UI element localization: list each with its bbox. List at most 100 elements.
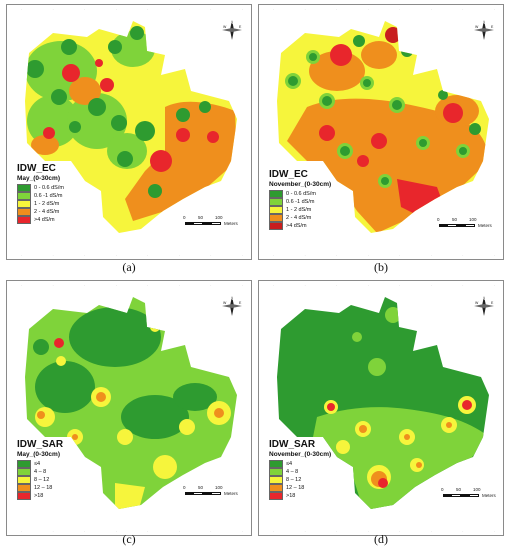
legend-item: 12 – 18: [17, 484, 63, 492]
legend-label: 1 - 2 dS/m: [34, 201, 60, 207]
legend-item: 8 – 12: [269, 476, 331, 484]
legend-swatch: [17, 184, 31, 192]
top-coordinate-ticks: · · · · · · · ·: [21, 7, 243, 11]
salinity-map-b: [277, 21, 489, 233]
legend-swatch: [269, 468, 283, 476]
map-frame: · · · · · · · · · · · · · · · ·: [258, 4, 504, 260]
legend: IDW_EC November_(0-30cm) 0 - 0.6 dS/m 0.…: [269, 169, 331, 230]
legend-title: IDW_SAR: [17, 439, 64, 450]
scale-bar: 0 50 100 Meters: [183, 215, 238, 226]
legend: IDW_SAR November_(0-30cm) ≤4 4 – 8 8 – 1…: [269, 439, 331, 500]
scale-bar: 0 50 100 Meters: [441, 487, 496, 498]
top-coordinate-ticks: · · · · · · · ·: [273, 7, 495, 11]
bottom-coordinate-ticks: · · · · · · · ·: [21, 529, 243, 533]
legend-swatch: [269, 476, 283, 484]
legend-item: 0 - 0.6 dS/m: [269, 190, 331, 198]
svg-text:E: E: [491, 25, 494, 29]
legend-swatch: [269, 222, 283, 230]
north-arrow-icon: N W E: [474, 296, 494, 316]
map-frame: · · · · · · · · · · · · · · · ·: [6, 280, 252, 536]
svg-text:N: N: [231, 21, 234, 25]
legend-item: >18: [269, 492, 331, 500]
map-frame: · · · · · · · · · · · · · · · ·: [6, 4, 252, 260]
legend-subtitle: May_(0-30cm): [17, 175, 60, 182]
legend-swatch: [17, 468, 31, 476]
legend-label: >18: [34, 493, 44, 499]
legend-label: 0 - 0.6 dS/m: [286, 191, 316, 197]
legend-item: 8 – 12: [17, 476, 63, 484]
legend: IDW_EC May_(0-30cm) 0 - 0.6 dS/m 0.6 -1 …: [17, 163, 64, 224]
legend-label: 1 - 2 dS/m: [286, 207, 312, 213]
legend-label: 8 – 12: [34, 477, 50, 483]
legend-swatch: [269, 198, 283, 206]
legend-item: >18: [17, 492, 63, 500]
legend-item: 4 – 8: [269, 468, 331, 476]
salinity-map-a: [25, 21, 237, 233]
legend-subtitle: November_(0-30cm): [269, 181, 332, 188]
svg-text:W: W: [223, 25, 227, 29]
legend-item: 1 - 2 dS/m: [17, 200, 64, 208]
legend-swatch: [269, 190, 283, 198]
legend-subtitle: May_(0-30cm): [17, 451, 60, 458]
svg-text:W: W: [475, 25, 479, 29]
panel-label: (d): [374, 532, 388, 546]
scale-bar: 0 50 100 Meters: [437, 217, 492, 228]
legend-item: 1 - 2 dS/m: [269, 206, 331, 214]
legend-item: 0.6 -1 dS/m: [17, 192, 64, 200]
legend-item: 2 - 4 dS/m: [269, 214, 331, 222]
top-coordinate-ticks: · · · · · · · ·: [21, 283, 243, 287]
map-panel-c: · · · · · · · · · · · · · · · ·: [6, 280, 252, 546]
legend-subtitle: November_(0-30cm): [269, 451, 332, 458]
sar-map-d: [277, 297, 489, 509]
map-frame: · · · · · · · · · · · · · · · ·: [258, 280, 504, 536]
sar-map-c: [25, 297, 237, 509]
legend-item: 4 – 8: [17, 468, 63, 476]
legend-item: 0.6 -1 dS/m: [269, 198, 331, 206]
legend-swatch: [17, 208, 31, 216]
north-arrow-icon: N W E: [222, 296, 242, 316]
legend-swatch: [17, 476, 31, 484]
svg-text:E: E: [239, 301, 242, 305]
legend-label: 0 - 0.6 dS/m: [34, 185, 64, 191]
legend-title: IDW_SAR: [269, 439, 316, 450]
svg-text:N: N: [483, 21, 486, 25]
legend-swatch: [17, 192, 31, 200]
bottom-coordinate-ticks: · · · · · · · ·: [21, 253, 243, 257]
legend-swatch: [269, 460, 283, 468]
legend-title: IDW_EC: [17, 163, 56, 174]
legend-item: ≤4: [269, 460, 331, 468]
legend-swatch: [17, 216, 31, 224]
legend-label: ≤4: [286, 461, 293, 467]
legend-swatch: [17, 484, 31, 492]
legend: IDW_SAR May_(0-30cm) ≤4 4 – 8 8 – 12 12 …: [17, 439, 63, 500]
north-arrow-icon: N W E: [474, 20, 494, 40]
map-panel-d: · · · · · · · · · · · · · · · ·: [258, 280, 504, 546]
svg-text:N: N: [231, 297, 234, 301]
legend-label: 2 - 4 dS/m: [34, 209, 60, 215]
panel-label: (c): [122, 532, 136, 546]
legend-item: ≤4: [17, 460, 63, 468]
svg-text:W: W: [475, 301, 479, 305]
legend-label: 4 – 8: [34, 469, 47, 475]
legend-item: 0 - 0.6 dS/m: [17, 184, 64, 192]
legend-swatch: [269, 492, 283, 500]
legend-item: >4 dS/m: [17, 216, 64, 224]
map-panel-a: · · · · · · · · · · · · · · · ·: [6, 4, 252, 274]
legend-label: 12 – 18: [34, 485, 53, 491]
svg-text:W: W: [223, 301, 227, 305]
panel-label: (b): [374, 260, 388, 274]
scale-bar: 0 50 100 Meters: [183, 485, 238, 496]
legend-label: 8 – 12: [286, 477, 302, 483]
legend-label: >4 dS/m: [34, 217, 55, 223]
legend-label: 0.6 -1 dS/m: [34, 193, 63, 199]
north-arrow-icon: N W E: [222, 20, 242, 40]
legend-swatch: [17, 460, 31, 468]
legend-label: >4 dS/m: [286, 223, 307, 229]
map-panel-b: · · · · · · · · · · · · · · · ·: [258, 4, 504, 274]
svg-text:N: N: [483, 297, 486, 301]
legend-title: IDW_EC: [269, 169, 308, 180]
legend-swatch: [17, 492, 31, 500]
bottom-coordinate-ticks: · · · · · · · ·: [273, 529, 495, 533]
legend-item: 2 - 4 dS/m: [17, 208, 64, 216]
legend-item: 12 – 18: [269, 484, 331, 492]
